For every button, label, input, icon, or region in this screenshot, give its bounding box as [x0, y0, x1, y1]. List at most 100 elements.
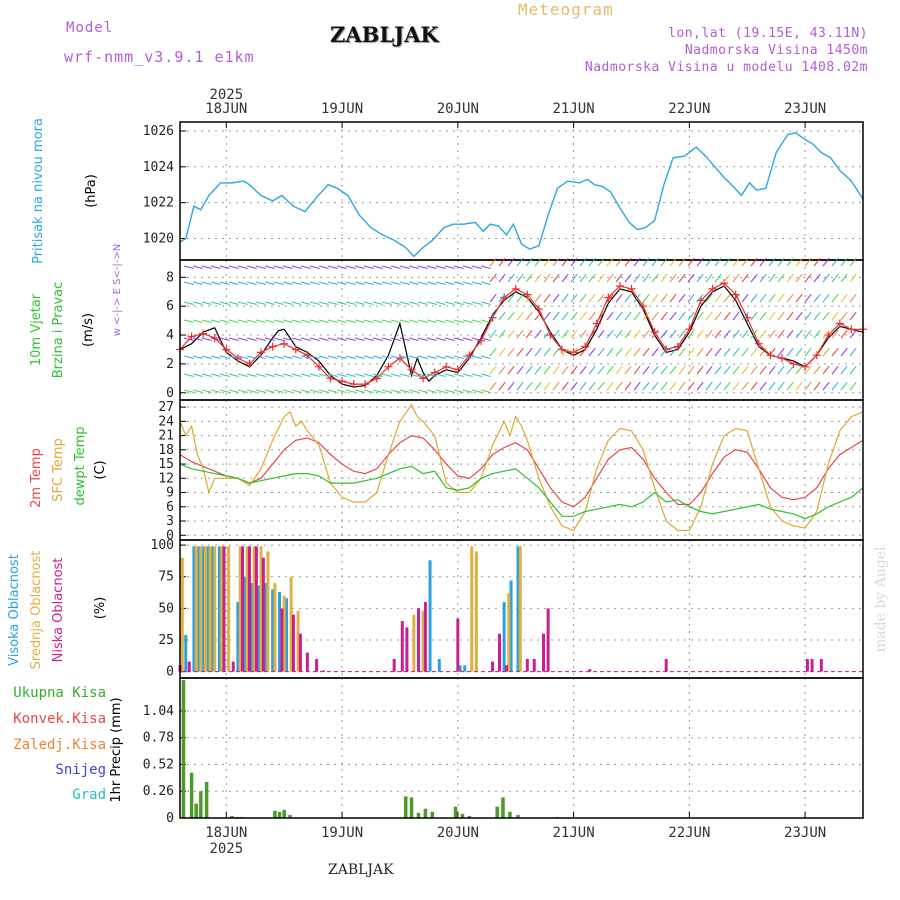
gust-marker [245, 359, 254, 368]
bar-niska-oblacnost [400, 621, 404, 672]
wind-barb [849, 365, 857, 375]
wind-barb [219, 319, 230, 324]
wind-barb [516, 381, 524, 391]
y-tick-label: 0 [166, 386, 174, 401]
wind-barb [840, 273, 848, 283]
wind-barb [399, 265, 410, 270]
gust-marker [720, 279, 729, 288]
wind-barb [543, 329, 551, 339]
wind-barb [489, 365, 497, 375]
wind-barb [552, 257, 560, 267]
wind-barb [237, 319, 248, 324]
wind-barb [606, 311, 614, 321]
bar-niska-oblacnost [541, 633, 545, 672]
bar-niska-oblacnost [810, 659, 814, 672]
series-line-pressure [179, 132, 864, 258]
wind-barb [606, 293, 614, 303]
wind-barb [210, 355, 221, 360]
bar-visoka-oblacnost [271, 589, 275, 672]
wind-barb [426, 281, 437, 286]
wind-barb [363, 301, 374, 306]
wind-barb [606, 381, 614, 391]
wind-barb [228, 265, 239, 270]
y-tick-label: 6 [166, 500, 174, 515]
wind-barb [669, 257, 677, 267]
wind-barb [768, 347, 776, 357]
gust-marker [384, 362, 393, 371]
wind-barb [498, 293, 506, 303]
wind-barb [462, 337, 473, 342]
wind-barb [309, 337, 320, 342]
wind-barb [786, 329, 794, 339]
bar-visoka-oblacnost [243, 576, 247, 672]
bar-niska-oblacnost [322, 670, 326, 672]
wind-barb [597, 381, 605, 391]
wind-barb [750, 257, 758, 267]
y-tick-label: 18 [158, 443, 174, 458]
wind-barb [669, 293, 677, 303]
y-tick-label: 25 [158, 633, 174, 648]
wind-barb [462, 301, 473, 306]
wind-barb [768, 381, 776, 391]
wind-barb [291, 355, 302, 360]
wind-barb [210, 373, 221, 378]
bar-niska-oblacnost [664, 659, 668, 672]
bar-visoka-oblacnost [509, 580, 513, 672]
y-tick-label: 100 [151, 538, 174, 553]
bar-srednja-oblacnost [252, 546, 256, 672]
wind-barb [327, 301, 338, 306]
wind-barb [588, 381, 596, 391]
wind-barb [282, 319, 293, 324]
wind-barb [309, 301, 320, 306]
wind-barb [597, 257, 605, 267]
wind-barb [426, 355, 437, 360]
wind-barb [750, 273, 758, 283]
wind-barb [444, 281, 455, 286]
wind-barb [534, 365, 542, 375]
wind-barb [831, 311, 839, 321]
wind-barb [210, 337, 221, 342]
wind-barb [462, 355, 473, 360]
wind-barb [417, 337, 428, 342]
bar-niska-oblacnost [819, 659, 823, 672]
wind-barb [633, 381, 641, 391]
wind-barb [831, 347, 839, 357]
wind-barb [615, 381, 623, 391]
wind-barb [309, 319, 320, 324]
bar-niska-oblacnost [546, 608, 550, 672]
wind-barb [390, 281, 401, 286]
wind-barb [291, 337, 302, 342]
wind-barb [696, 311, 704, 321]
wind-barb [336, 373, 347, 378]
wind-barb [561, 293, 569, 303]
y-tick-label: 15 [158, 457, 174, 472]
gust-marker [338, 377, 347, 386]
wind-barb [588, 273, 596, 283]
wind-barb [390, 265, 401, 270]
station-title: ZABLJAK [330, 22, 439, 47]
wind-barb [462, 373, 473, 378]
wind-barb [480, 373, 491, 378]
wind-barb [813, 293, 821, 303]
wind-barb [714, 293, 722, 303]
wind-barb [642, 311, 650, 321]
wind-barb [219, 337, 230, 342]
wind-barb [579, 257, 587, 267]
bar-niska-oblacnost [456, 618, 460, 672]
wind-barb [426, 373, 437, 378]
wind-barb [309, 389, 320, 394]
wind-barb [372, 281, 383, 286]
wind-barb [606, 273, 614, 283]
wind-barb [417, 389, 428, 394]
bar-ukupna-kisa [189, 772, 194, 818]
gust-marker [187, 332, 196, 341]
y-tick-label: 8 [166, 270, 174, 285]
wind-barb [327, 319, 338, 324]
wind-barbs [183, 257, 857, 394]
wind-barb [345, 265, 356, 270]
gust-marker [847, 325, 856, 334]
wind-barb [372, 337, 383, 342]
wind-barb [741, 381, 749, 391]
wind-barb [624, 347, 632, 357]
bar-visoka-oblacnost [184, 634, 188, 672]
